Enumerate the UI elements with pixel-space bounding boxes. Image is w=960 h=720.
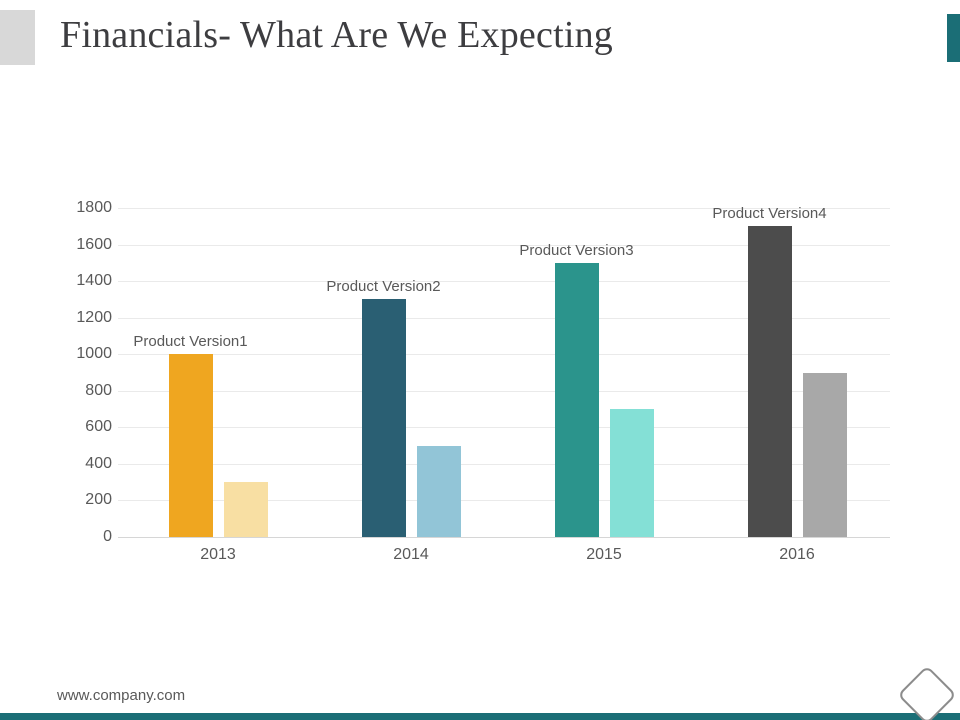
top-left-accent-square: [0, 10, 35, 65]
bar-primary: [747, 226, 792, 537]
y-tick-label: 1600: [76, 235, 112, 253]
y-tick-label: 1200: [76, 308, 112, 326]
bar-primary: [554, 262, 599, 537]
bar-value-label: Product Version2: [326, 278, 441, 296]
bar-secondary: [416, 445, 461, 537]
gridline: [118, 317, 890, 319]
x-tick-label: 2013: [200, 546, 236, 563]
bar-secondary: [223, 482, 268, 537]
x-tick-label: 2016: [779, 546, 815, 563]
gridline: [118, 427, 890, 429]
y-tick-label: 1800: [76, 199, 112, 216]
y-tick-label: 400: [85, 454, 112, 472]
gridline: [118, 354, 890, 356]
bar-secondary: [802, 372, 847, 537]
gridline: [118, 390, 890, 392]
gridline: [118, 244, 890, 246]
y-tick-label: 800: [85, 381, 112, 399]
gridline: [118, 281, 890, 283]
footer-website: www.company.com: [57, 687, 186, 704]
logo-diamond-icon: [897, 665, 957, 720]
y-tick-label: 600: [85, 418, 112, 436]
top-right-accent-bar: [947, 14, 960, 62]
y-tick-label: 0: [103, 528, 112, 545]
bar-primary: [168, 354, 213, 537]
gridline: [118, 500, 890, 502]
y-tick-label: 1400: [76, 272, 112, 290]
bottom-accent-bar: [0, 713, 960, 720]
bar-value-label: Product Version4: [712, 205, 827, 223]
page-title: Financials- What Are We Expecting: [60, 14, 613, 56]
x-tick-label: 2015: [586, 546, 622, 563]
y-tick-label: 1000: [76, 345, 112, 363]
bar-secondary: [609, 409, 654, 537]
bar-value-label: Product Version3: [519, 241, 634, 259]
x-tick-label: 2014: [393, 546, 429, 563]
bar-primary: [361, 299, 406, 537]
gridline: [118, 208, 890, 209]
bar-chart: 1800 1600 1400 1200 1000 800 600 400 200 0 Product…: [0, 199, 960, 584]
gridline: [118, 463, 890, 465]
bar-value-label: Product Version1: [133, 333, 248, 351]
x-axis-line: [118, 537, 890, 538]
y-tick-label: 200: [85, 491, 112, 509]
